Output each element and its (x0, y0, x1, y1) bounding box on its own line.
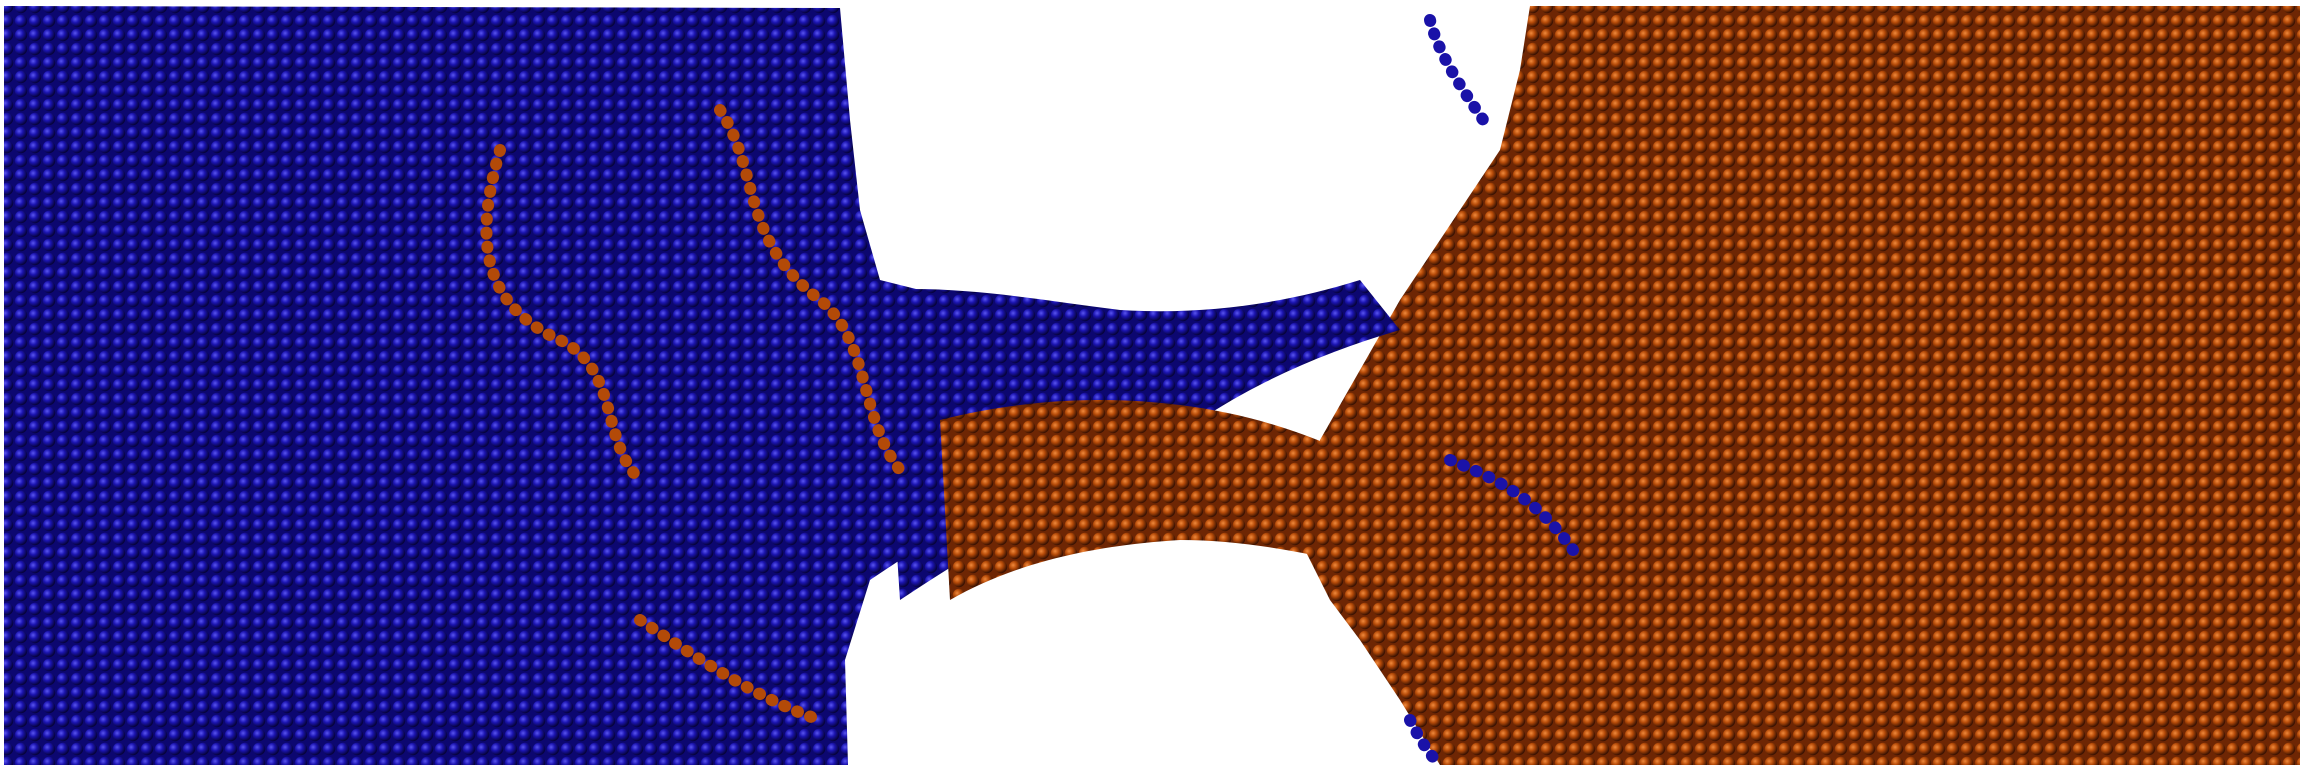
bridge-orange-strands (940, 400, 1420, 600)
orange-chain-1 (480, 144, 646, 486)
right-orange-block (1300, 6, 2300, 765)
orange-chain-2 (714, 104, 906, 476)
blue-chain-1 (1424, 14, 1496, 136)
blue-chain-3 (1404, 714, 1446, 770)
orange-chain-3 (634, 614, 826, 726)
blue-chain-2 (1444, 454, 1586, 566)
left-blue-block (4, 6, 1020, 765)
